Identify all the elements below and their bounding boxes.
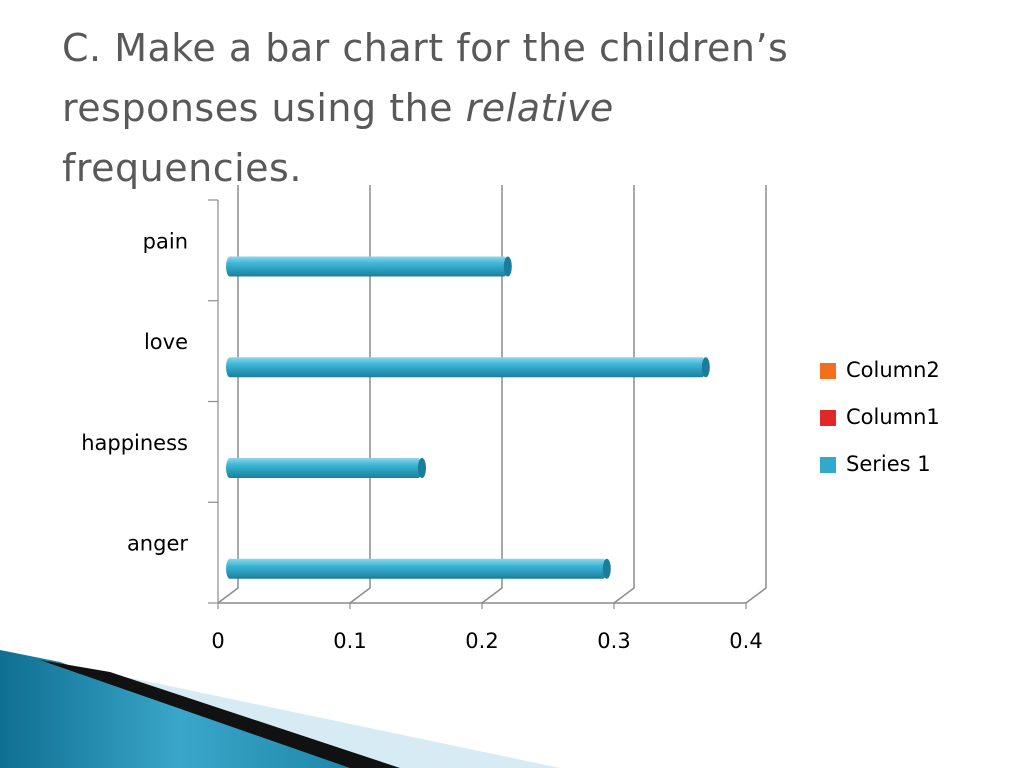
swoosh-light [60,664,560,768]
title-line-3: frequencies. [62,146,302,190]
bars [226,256,710,579]
bar-cap [602,558,611,579]
x-tick-label: 0.2 [465,629,498,653]
x-tick-label: 0.1 [333,629,366,653]
category-label: anger [127,532,188,556]
x-tick-label: 0 [211,629,224,653]
x-tick-label: 0.4 [729,629,762,653]
bar-body [226,558,607,579]
x-tick-label: 0.3 [597,629,630,653]
legend-label: Column1 [846,405,940,429]
legend-swatch [820,410,836,426]
title-line-2: responses using the relative [62,78,962,138]
decorative-swoosh [0,650,560,768]
gridline [745,185,767,604]
legend: Column2 Column1 Series 1 [820,358,940,476]
chart-frame [208,185,746,604]
gridline [613,185,635,604]
bar-cap [418,457,426,478]
title-line-2-prefix: responses using the [62,86,466,130]
legend-swatch [820,363,836,379]
legend-swatch [820,457,836,473]
side-wall [217,185,239,604]
legend-item: Series 1 [820,452,931,476]
legend-item: Column1 [820,405,940,429]
bar-pain [226,256,512,277]
gridlines [217,185,767,609]
slide-title: C. Make a bar chart for the children’s r… [62,18,962,198]
bar-body [226,256,508,277]
category-label: love [144,330,188,354]
category-label: happiness [81,431,188,455]
bar-happiness [226,457,426,478]
legend-item: Column2 [820,358,940,382]
gridline [481,185,503,604]
category-label: pain [143,229,188,253]
bar-cap [701,357,710,378]
swoosh-black [40,660,400,768]
x-tick-labels: 0 0.1 0.2 0.3 0.4 [211,629,762,653]
bar-cap [503,256,512,277]
legend-label: Column2 [846,358,940,382]
bar-body [226,457,422,478]
bar-body [226,357,706,378]
bar-anger [226,558,611,579]
gridline [349,185,371,604]
title-line-2-italic: relative [465,86,614,130]
bar-love [226,357,710,378]
legend-label: Series 1 [846,452,931,476]
category-labels: anger happiness love pain [81,229,188,555]
title-line-1: C. Make a bar chart for the children’s [62,26,789,70]
